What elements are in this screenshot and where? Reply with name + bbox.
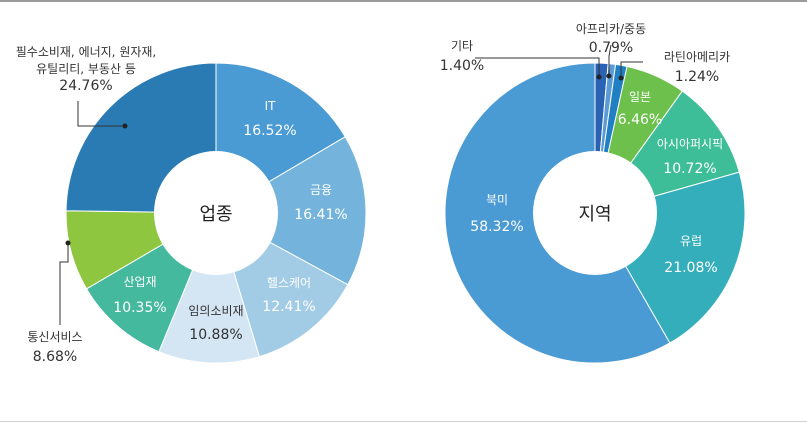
slice-value: 58.32% — [470, 219, 523, 235]
slice-label: 아프리카/중동 — [576, 22, 646, 36]
leader-line — [620, 61, 643, 78]
slice-label: 산업재 — [123, 275, 156, 289]
slice-label: IT — [265, 99, 277, 113]
slice-value: 1.40% — [440, 58, 484, 74]
leader-line — [475, 57, 600, 77]
slice-value: 6.46% — [618, 112, 662, 128]
slice-label: 헬스케어 — [267, 276, 311, 290]
slice-value: 10.35% — [113, 300, 166, 316]
slice-value: 10.88% — [189, 327, 242, 343]
donut-chart-2: 지역 기타 1.40% 아프리카/중동 0.79% 라틴아메리카 1.24% 일본 6.46% 아… — [440, 22, 746, 364]
slice-label: 아시아퍼시픽 — [657, 137, 723, 151]
leader-dot — [65, 240, 71, 246]
slice-label: 일본 — [629, 90, 651, 104]
leader-line — [77, 101, 125, 127]
slice-label: 임의소비재 — [188, 304, 243, 318]
slice-label: 금융 — [310, 183, 332, 197]
top-rule — [0, 0, 807, 2]
slice-label: 라틴아메리카 — [664, 50, 730, 64]
donut-chart-1: 업종 IT 16.52% 금융 16.41% 헬스케어 12.41% 임의소비재 10.88% 산… — [16, 45, 367, 365]
chart-title: 업종 — [199, 204, 232, 225]
pie-slice — [158, 211, 260, 364]
slice-value: 16.52% — [243, 123, 296, 139]
slice-label: 통신서비스 — [27, 330, 82, 344]
slice-value: 24.76% — [59, 78, 112, 94]
leader-dot — [606, 73, 612, 79]
slice-value: 1.24% — [675, 69, 719, 85]
leader-dot — [596, 74, 602, 80]
slice-value: 8.68% — [33, 349, 77, 365]
pie-slice — [214, 136, 367, 286]
slice-label: 북미 — [486, 193, 508, 207]
slice-label: 기타 — [451, 39, 473, 53]
bottom-rule — [0, 421, 807, 422]
leader-dot — [122, 123, 128, 129]
leader-dot — [618, 75, 624, 81]
slice-value: 12.41% — [262, 299, 315, 315]
leader-line — [59, 243, 69, 325]
chart-title: 지역 — [578, 204, 611, 225]
slice-value: 0.79% — [589, 40, 633, 56]
donut-hole — [154, 151, 278, 275]
slice-label: 필수소비재, 에너지, 원자재, — [16, 45, 157, 59]
donut-hole — [533, 151, 657, 275]
slice-label: 유틸리티, 부동산 등 — [36, 62, 136, 76]
leader-line — [608, 44, 612, 76]
slice-value: 21.08% — [664, 260, 717, 276]
slice-value: 16.41% — [294, 207, 347, 223]
slice-label: 유럽 — [680, 234, 702, 248]
slice-value: 10.72% — [663, 161, 716, 177]
